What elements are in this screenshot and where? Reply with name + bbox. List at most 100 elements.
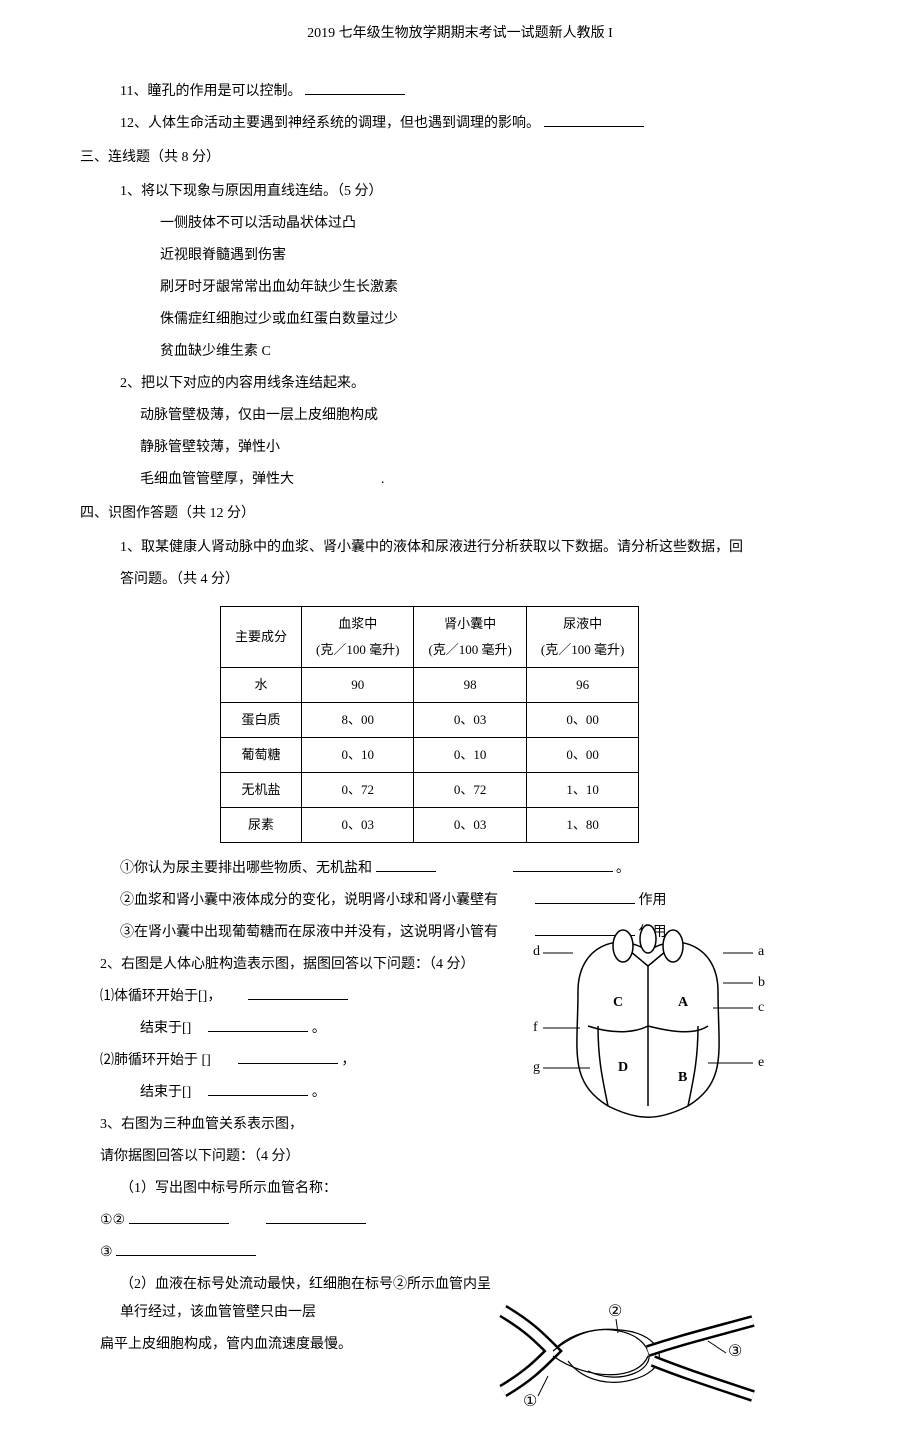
table-row: 水909896 <box>221 668 639 703</box>
s4-3-1b-line: ③ <box>100 1239 840 1267</box>
row-label: 水 <box>221 668 302 703</box>
section-3-head: 三、连线题（共 8 分） <box>80 144 840 172</box>
s3-2c-dot: . <box>381 472 385 487</box>
s4-2-2a-blank <box>238 1050 338 1064</box>
s4-3-2b: 扁平上皮细胞构成，管内血流速度最慢。 <box>100 1331 498 1359</box>
composition-table: 主要成分 血浆中(克／100 毫升) 肾小囊中(克／100 毫升) 尿液中(克／… <box>220 606 639 843</box>
s4-2-1c: 。 <box>312 1021 326 1036</box>
q11-text: 11、瞳孔的作用是可以控制。 <box>120 84 301 99</box>
table-row: 尿素0、030、031、80 <box>221 808 639 843</box>
th-main: 主要成分 <box>221 607 302 668</box>
heart-label-B: B <box>678 1070 687 1085</box>
s3-1b: 近视眼脊髓遇到伤害 <box>160 242 840 270</box>
s4-1-q2-blank <box>535 890 635 904</box>
vessel-diagram: ① ② ③ <box>498 1301 758 1411</box>
s3-2b: 静脉管壁较薄，弹性小 <box>140 434 840 462</box>
row-label: 尿素 <box>221 808 302 843</box>
th-col1-top: 肾小囊中(克／100 毫升) <box>414 607 526 668</box>
q12-blank <box>544 113 644 127</box>
th-col0-top: 血浆中(克／100 毫升) <box>302 607 414 668</box>
s4-1-q1-blank2 <box>513 858 613 872</box>
cell: 0、03 <box>414 703 526 738</box>
heart-label-e: e <box>758 1055 764 1070</box>
cell: 0、72 <box>302 773 414 808</box>
heart-diagram: a b c d e f g A B C D <box>498 911 798 1131</box>
s3-2: 2、把以下对应的内容用线条连结起来。 <box>120 370 840 398</box>
s4-2-1b-blank <box>208 1018 308 1032</box>
s3-2c: 毛细血管管壁厚，弹性大 . <box>140 466 840 494</box>
cell: 1、80 <box>526 808 638 843</box>
heart-label-C: C <box>613 995 623 1010</box>
table-row: 葡萄糖0、100、100、00 <box>221 738 639 773</box>
vessel-label-1: ① <box>523 1393 537 1410</box>
heart-label-A: A <box>678 995 689 1010</box>
s4-1-q1b: 。 <box>616 861 630 876</box>
s4-2-1a-text: ⑴体循环开始于[]， <box>100 989 221 1004</box>
vessel-label-3: ③ <box>728 1343 742 1360</box>
s4-3-2a-text: （2）血液在标号处流动最快，红细胞在标号②所示血管内呈单行经过，该血管管壁只由一… <box>120 1277 491 1320</box>
cell: 8、00 <box>302 703 414 738</box>
s3-1c: 刷牙时牙龈常常出血幼年缺少生长激素 <box>160 274 840 302</box>
q11: 11、瞳孔的作用是可以控制。 <box>120 78 840 106</box>
s4-2-2c-text: 结束于[] <box>140 1085 191 1100</box>
s4-3-1b: ③ <box>100 1245 113 1260</box>
s4-2-1a-blank <box>248 986 348 1000</box>
s3-1d: 侏儒症红细胞过少或血红蛋白数量过少 <box>160 306 840 334</box>
q11-blank <box>305 81 405 95</box>
s4-2-2c: 结束于[] 。 <box>140 1079 498 1107</box>
q12: 12、人体生命活动主要遇到神经系统的调理，但也遇到调理的影响。 <box>120 110 840 138</box>
table-row: 无机盐0、720、721、10 <box>221 773 639 808</box>
heart-label-D: D <box>618 1060 628 1075</box>
row-label: 葡萄糖 <box>221 738 302 773</box>
s4-3-2a: （2）血液在标号处流动最快，红细胞在标号②所示血管内呈单行经过，该血管管壁只由一… <box>120 1271 498 1327</box>
s3-1a: 一侧肢体不可以活动晶状体过凸 <box>160 210 840 238</box>
s4-2-2b: ， <box>341 1053 355 1068</box>
s3-2c-text: 毛细血管管壁厚，弹性大 <box>140 472 294 487</box>
s4-1-q1: ①你认为尿主要排出哪些物质、无机盐和 。 <box>120 855 840 883</box>
q12-text: 12、人体生命活动主要遇到神经系统的调理，但也遇到调理的影响。 <box>120 116 540 131</box>
cell: 0、00 <box>526 703 638 738</box>
heart-label-d: d <box>533 944 540 959</box>
s4-1-q2a: ②血浆和肾小囊中液体成分的变化，说明肾小球和肾小囊壁有 <box>120 893 498 908</box>
s4-1-q1-blank1 <box>376 858 436 872</box>
s4-2-2c-blank <box>208 1082 308 1096</box>
s4-2-1b: 结束于[] 。 <box>140 1015 498 1043</box>
s4-2-2a-text: ⑵肺循环开始于 [] <box>100 1053 211 1068</box>
s4-3b: 请你据图回答以下问题：（4 分） <box>100 1143 498 1171</box>
page-header: 2019 七年级生物放学期期末考试一试题新人教版 I <box>80 20 840 48</box>
heart-label-a: a <box>758 944 765 959</box>
heart-label-f: f <box>533 1020 538 1035</box>
cell: 1、10 <box>526 773 638 808</box>
cell: 0、72 <box>414 773 526 808</box>
th-col2-top: 尿液中(克／100 毫升) <box>526 607 638 668</box>
cell: 98 <box>414 668 526 703</box>
s4-3: 3、右图为三种血管关系表示图， <box>100 1111 498 1139</box>
cell: 0、10 <box>414 738 526 773</box>
s4-1-q2b: 作用 <box>639 893 667 908</box>
section-4-head: 四、识图作答题（共 12 分） <box>80 500 840 528</box>
s3-2a: 动脉管壁极薄，仅由一层上皮细胞构成 <box>140 402 840 430</box>
s4-3-1a-blank2 <box>266 1210 366 1224</box>
vessel-label-2: ② <box>608 1303 622 1320</box>
s4-1-q1a: ①你认为尿主要排出哪些物质、无机盐和 <box>120 861 372 876</box>
cell: 0、10 <box>302 738 414 773</box>
cell: 0、00 <box>526 738 638 773</box>
s4-3-1: （1）写出图中标号所示血管名称： <box>120 1175 498 1203</box>
row-label: 无机盐 <box>221 773 302 808</box>
s3-1e: 贫血缺少维生素 C <box>160 338 840 366</box>
s4-3-1a-blank1 <box>129 1210 229 1224</box>
cell: 0、03 <box>302 808 414 843</box>
cell: 90 <box>302 668 414 703</box>
cell: 0、03 <box>414 808 526 843</box>
s4-1-q3a: ③在肾小囊中出现葡萄糖而在尿液中并没有，这说明肾小管有 <box>120 925 498 940</box>
s3-1: 1、将以下现象与原因用直线连结。（5 分） <box>120 178 840 206</box>
heart-label-c: c <box>758 1000 764 1015</box>
s4-2: 2、右图是人体心脏构造表示图，据图回答以下问题：（4 分） <box>100 951 498 979</box>
s4-1b: 答问题。（共 4 分） <box>120 566 840 594</box>
row-label: 蛋白质 <box>221 703 302 738</box>
cell: 96 <box>526 668 638 703</box>
heart-label-g: g <box>533 1060 540 1075</box>
s4-3-1a: ①② <box>100 1213 125 1228</box>
s4-2-1b-text: 结束于[] <box>140 1021 191 1036</box>
heart-label-b: b <box>758 975 765 990</box>
